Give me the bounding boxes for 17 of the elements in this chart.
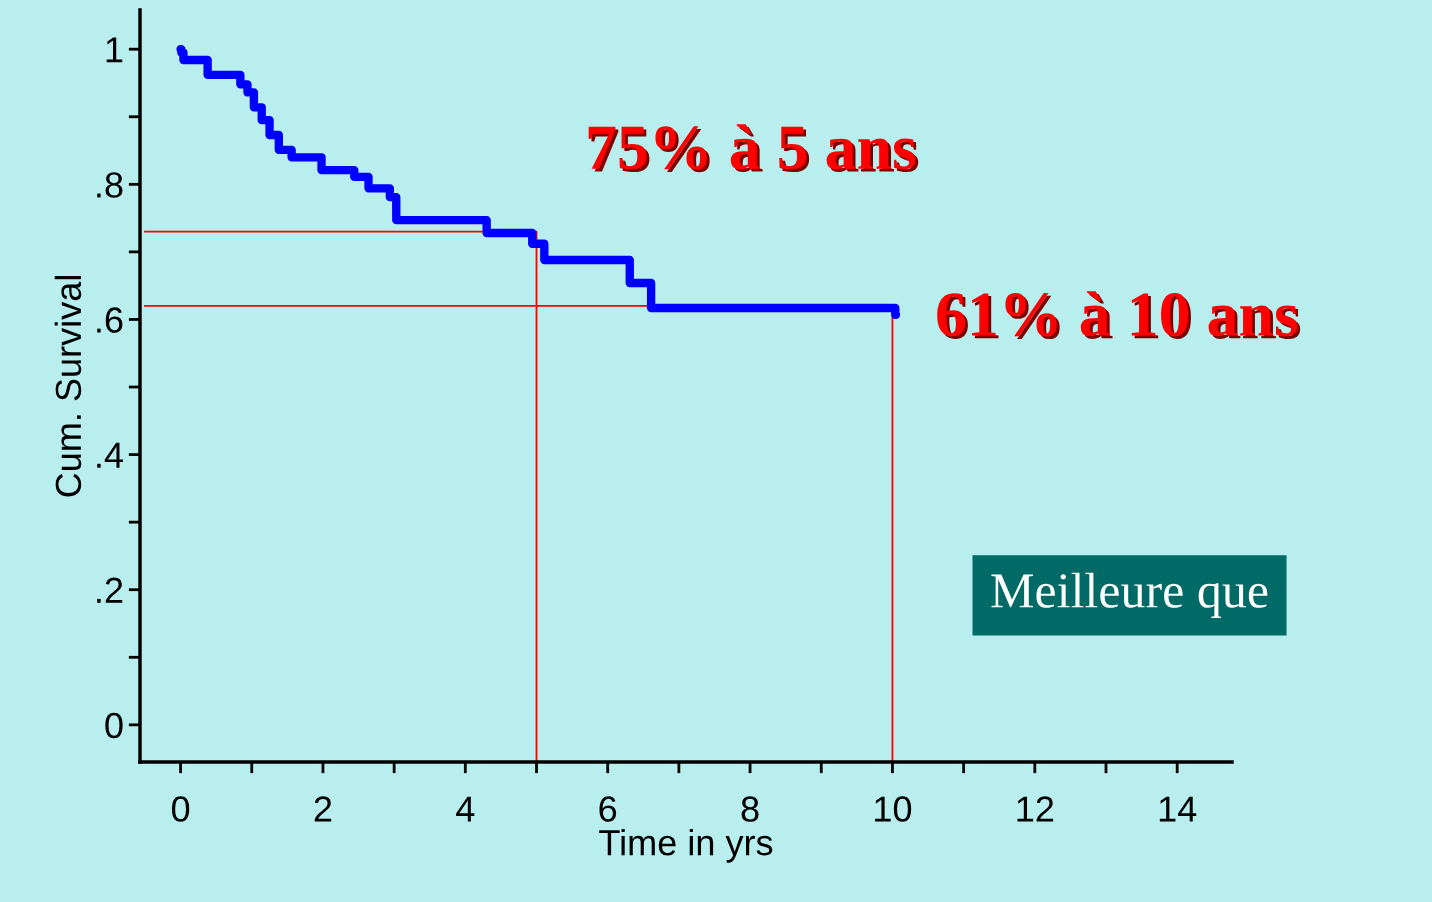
x-tick-label: 14 — [1159, 796, 1197, 822]
y-tick-label: .2 — [97, 577, 123, 603]
x-tick-label: 0 — [171, 796, 190, 822]
x-tick-label: 8 — [741, 796, 759, 822]
y-axis-title: Cum. Survival — [54, 276, 82, 497]
x-tick-label: 10 — [875, 796, 912, 822]
x-axis-title: Time in yrs — [599, 829, 773, 863]
y-tick-label: 0 — [105, 712, 123, 739]
y-tick-label: .4 — [97, 442, 123, 468]
x-tick-label: 4 — [456, 796, 475, 822]
y-tick-label: .6 — [97, 307, 123, 333]
y-tick-label: 1 — [106, 37, 123, 63]
annotation: Meilleure que — [991, 572, 1268, 618]
x-tick-label: 12 — [1017, 796, 1054, 822]
x-tick-label: 2 — [314, 796, 332, 822]
x-tick-label: 6 — [599, 796, 617, 822]
y-tick-label: .8 — [97, 172, 123, 198]
